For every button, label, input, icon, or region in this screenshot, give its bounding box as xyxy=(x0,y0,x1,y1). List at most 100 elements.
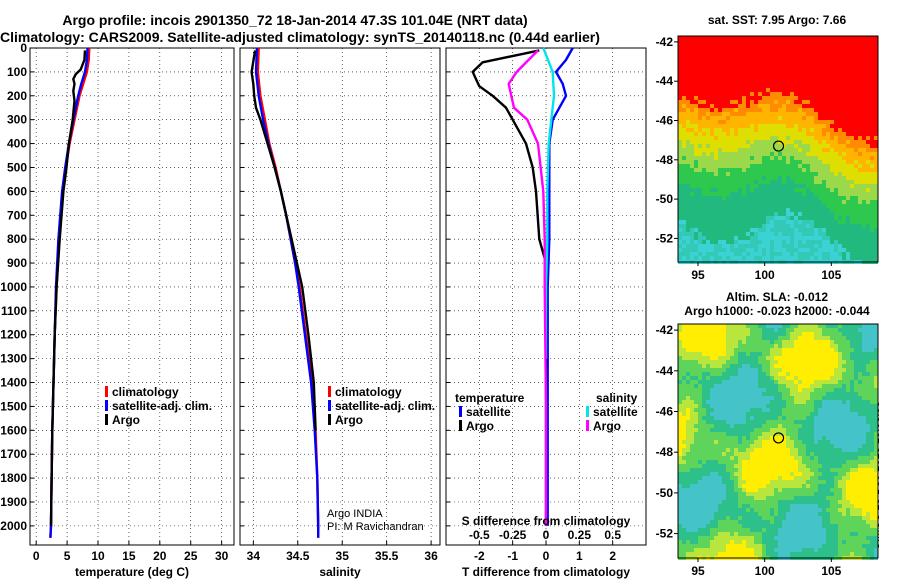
map-cell xyxy=(862,336,866,340)
map-cell xyxy=(822,184,826,188)
map-cell xyxy=(742,196,746,200)
map-cell xyxy=(754,240,758,244)
map-cell xyxy=(810,60,814,64)
map-cell xyxy=(842,244,846,248)
map-cell xyxy=(762,176,766,180)
map-cell xyxy=(734,340,738,344)
map-cell xyxy=(750,336,754,340)
map-cell xyxy=(854,168,858,172)
map-cell xyxy=(874,172,878,176)
map-cell xyxy=(846,212,850,216)
map-cell xyxy=(682,72,686,76)
map-cell xyxy=(730,220,734,224)
map-cell xyxy=(758,84,762,88)
map-cell xyxy=(790,408,794,412)
map-cell xyxy=(810,164,814,168)
map-cell xyxy=(694,144,698,148)
map-cell xyxy=(838,416,842,420)
map-cell xyxy=(850,400,854,404)
map-cell xyxy=(786,136,790,140)
map-cell xyxy=(714,372,718,376)
map-cell xyxy=(746,428,750,432)
map-cell xyxy=(678,96,682,100)
map-cell xyxy=(806,324,810,328)
map-cell xyxy=(866,376,870,380)
legend-label: climatology xyxy=(112,385,179,399)
map-cell xyxy=(774,404,778,408)
map-cell xyxy=(690,60,694,64)
map-cell xyxy=(678,360,682,364)
map-cell xyxy=(778,456,782,460)
map-cell xyxy=(798,136,802,140)
map-cell xyxy=(794,76,798,80)
map-cell xyxy=(682,68,686,72)
map-cell xyxy=(678,404,682,408)
map-cell xyxy=(782,208,786,212)
map-cell xyxy=(830,400,834,404)
map-cell xyxy=(742,372,746,376)
map-cell xyxy=(750,380,754,384)
map-cell xyxy=(778,216,782,220)
map-cell xyxy=(734,124,738,128)
map-cell xyxy=(778,128,782,132)
map-cell xyxy=(798,96,802,100)
map-cell xyxy=(738,224,742,228)
map-cell xyxy=(858,204,862,208)
map-cell xyxy=(730,384,734,388)
map-cell xyxy=(706,400,710,404)
map-cell xyxy=(766,464,770,468)
map-cell xyxy=(790,344,794,348)
map-cell xyxy=(770,72,774,76)
map-cell xyxy=(786,184,790,188)
map-cell xyxy=(826,92,830,96)
map-cell xyxy=(806,392,810,396)
map-cell xyxy=(750,372,754,376)
map-cell xyxy=(794,404,798,408)
map-cell xyxy=(758,200,762,204)
map-cell xyxy=(830,360,834,364)
map-cell xyxy=(686,100,690,104)
map-cell xyxy=(826,48,830,52)
map-cell xyxy=(766,124,770,128)
map-cell xyxy=(682,88,686,92)
map-cell xyxy=(838,40,842,44)
map-cell xyxy=(722,420,726,424)
map-cell xyxy=(690,112,694,116)
x-tick-label: 0 xyxy=(33,549,40,563)
map-cell xyxy=(814,412,818,416)
map-cell xyxy=(682,352,686,356)
map-cell xyxy=(798,360,802,364)
map-cell xyxy=(862,76,866,80)
map-cell xyxy=(786,104,790,108)
map-cell xyxy=(770,456,774,460)
map-cell xyxy=(798,88,802,92)
map-cell xyxy=(826,116,830,120)
map-cell xyxy=(806,332,810,336)
lat-tick-label: -44 xyxy=(656,74,674,88)
map-cell xyxy=(814,340,818,344)
map-cell xyxy=(874,420,878,424)
map-cell xyxy=(722,96,726,100)
map-cell xyxy=(682,408,686,412)
map-cell xyxy=(838,204,842,208)
map-cell xyxy=(750,80,754,84)
map-cell xyxy=(750,408,754,412)
map-cell xyxy=(814,392,818,396)
map-cell xyxy=(814,404,818,408)
map-cell xyxy=(698,68,702,72)
map-cell xyxy=(854,160,858,164)
map-cell xyxy=(746,468,750,472)
map-cell xyxy=(838,112,842,116)
map-cell xyxy=(870,384,874,388)
map-cell xyxy=(862,400,866,404)
map-cell xyxy=(742,72,746,76)
map-cell xyxy=(746,356,750,360)
map-cell xyxy=(746,444,750,448)
map-cell xyxy=(762,328,766,332)
map-cell xyxy=(718,332,722,336)
map-cell xyxy=(854,92,858,96)
map-cell xyxy=(838,156,842,160)
map-cell xyxy=(870,424,874,428)
map-cell xyxy=(778,336,782,340)
map-cell xyxy=(822,228,826,232)
